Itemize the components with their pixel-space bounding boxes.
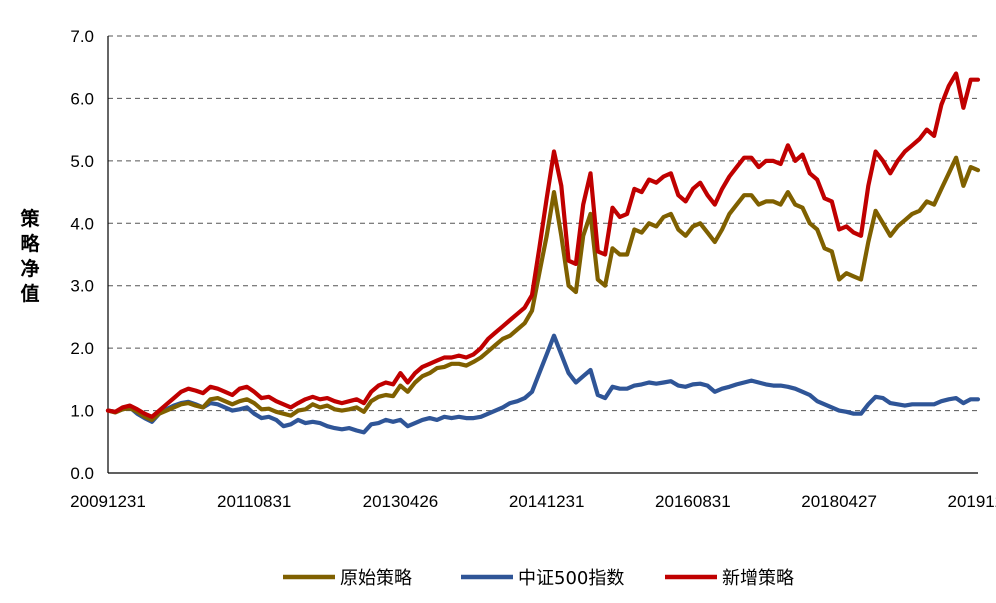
series-line-1: [105, 333, 981, 435]
y-tick-label: 6.0: [70, 89, 94, 108]
x-tick-label: 20160831: [655, 492, 731, 511]
x-tick-label: 20141231: [509, 492, 585, 511]
legend-label: 新增策略: [722, 568, 794, 589]
y-axis-label-char: 值: [20, 282, 39, 305]
series-line-0: [105, 155, 981, 422]
y-tick-label: 4.0: [70, 214, 94, 233]
y-axis-label-char: 略: [20, 232, 40, 255]
y-tick-label: 3.0: [70, 277, 94, 296]
series-line-2: [105, 71, 981, 419]
y-tick-label: 2.0: [70, 339, 94, 358]
y-tick-label: 1.0: [70, 402, 94, 421]
series-lines: [105, 71, 981, 435]
y-tick-label: 5.0: [70, 152, 94, 171]
x-tick-label: 20191231: [947, 492, 996, 511]
x-tick-label: 20130426: [363, 492, 439, 511]
legend-label: 中证500指数: [518, 568, 624, 589]
y-axis-ticks: 0.0 1.0 2.0 3.0 4.0 5.0 6.0 7.0: [70, 27, 94, 483]
y-tick-label: 0.0: [70, 464, 94, 483]
x-axis-ticks: 20091231 20110831 20130426 20141231 20160831…: [70, 492, 996, 511]
y-axis-label-char: 策: [20, 207, 40, 230]
x-tick-label: 20180427: [801, 492, 877, 511]
gridlines: [108, 35, 978, 412]
legend: 原始策略 中证500指数 新增策略: [283, 568, 794, 589]
x-axis: [107, 36, 978, 474]
x-tick-label: 20091231: [70, 492, 146, 511]
y-axis-label-char: 净: [20, 257, 39, 280]
legend-label: 原始策略: [340, 568, 412, 589]
y-tick-label: 7.0: [70, 27, 94, 46]
x-tick-label: 20110831: [217, 492, 291, 511]
